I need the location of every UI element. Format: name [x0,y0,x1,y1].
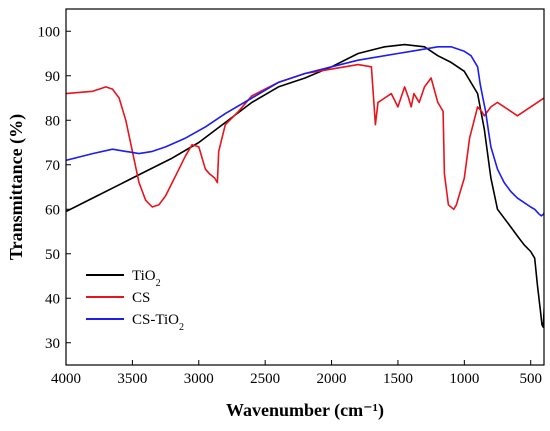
x-axis-ticks: 4000 3500 3000 2500 2000 1500 1000 500 [51,360,542,387]
x-tick-label: 2500 [250,371,280,387]
x-tick-label: 1500 [383,371,413,387]
legend-label: CS-TiO2 [132,312,184,333]
plot-area [65,8,545,366]
x-tick-label: 500 [519,371,542,387]
y-tick-label: 30 [45,336,60,352]
x-tick-label: 2000 [317,371,347,387]
y-tick-label: 60 [45,202,60,218]
series-line-1 [66,43,544,329]
x-axis-title: Wavenumber (cm⁻¹) [226,400,384,421]
series-line-2 [66,63,544,211]
x-tick-label: 1000 [449,371,479,387]
x-tick-label: 3500 [117,371,147,387]
x-tick-label: 4000 [51,371,81,387]
y-tick-label: 80 [45,113,60,129]
y-tick-label: 50 [45,247,60,263]
y-tick-label: 100 [38,24,61,40]
legend-label: TiO2 [132,268,161,289]
x-tick-label: 3000 [184,371,214,387]
series-line-3 [66,45,544,217]
y-axis-title: Transmittance (%) [6,114,27,260]
y-tick-label: 70 [45,158,60,174]
y-tick-label: 90 [45,69,60,85]
y-tick-label: 40 [45,291,60,307]
plot-frame [65,8,545,366]
y-axis-ticks: 30 40 50 60 70 80 90 100 [38,24,71,352]
legend-label: CS [132,290,150,306]
series-layer [66,43,544,329]
